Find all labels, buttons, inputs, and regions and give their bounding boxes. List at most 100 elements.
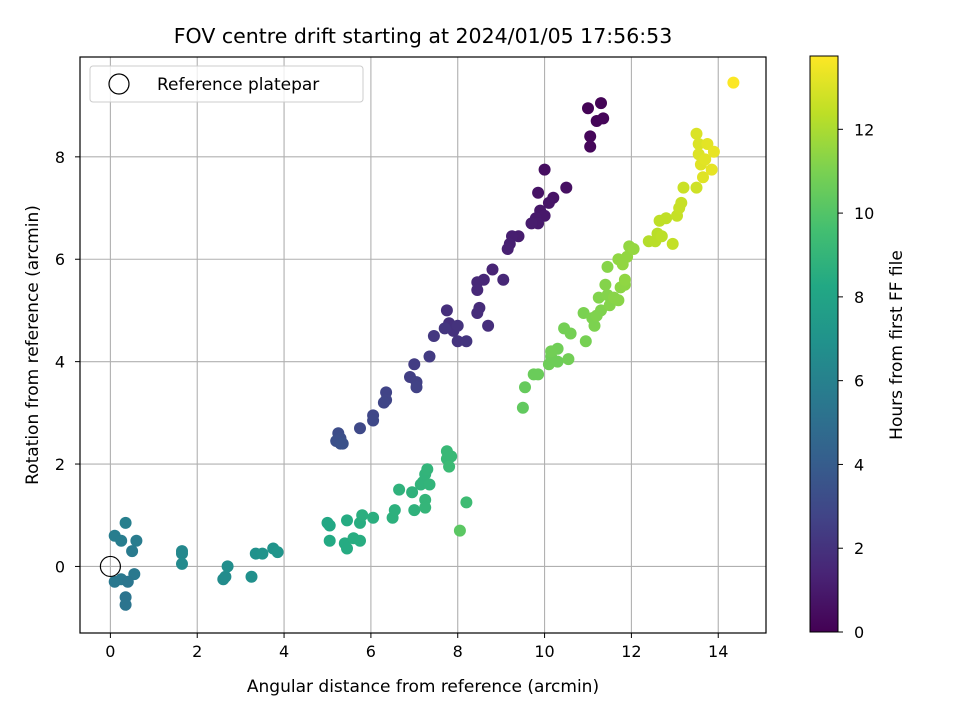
legend: Reference platepar <box>89 65 364 103</box>
scatter-point <box>354 422 366 435</box>
scatter-point <box>597 112 610 125</box>
scatter-point <box>356 509 369 522</box>
colorbar-tick-label: 10 <box>854 204 874 223</box>
scatter-point <box>176 547 188 560</box>
scatter-point <box>460 496 473 509</box>
scatter-point <box>451 319 464 332</box>
scatter-point <box>423 478 436 491</box>
chart-title: FOV centre drift starting at 2024/01/05 … <box>174 24 673 48</box>
scatter-point <box>564 327 577 340</box>
scatter-point <box>427 330 440 342</box>
scatter-point <box>453 524 466 537</box>
scatter-point <box>538 163 551 176</box>
scatter-point <box>618 273 631 286</box>
scatter-point <box>377 396 390 409</box>
scatter-point <box>410 381 423 394</box>
scatter-point <box>516 401 529 414</box>
scatter-point <box>115 534 128 547</box>
scatter-point <box>588 319 601 332</box>
scatter-point <box>542 196 555 209</box>
x-tick-label: 6 <box>366 642 376 661</box>
scatter-point <box>545 345 558 358</box>
scatter-point <box>341 514 353 527</box>
scatter-point <box>221 560 234 573</box>
scatter-point <box>443 460 456 473</box>
scatter-point <box>451 335 464 348</box>
x-axis-ticks: 0 2 4 6 8 10 12 14 <box>105 633 728 661</box>
legend-label: Reference platepar <box>157 75 319 95</box>
scatter-point <box>727 76 740 89</box>
scatter-point <box>119 516 132 529</box>
scatter-point <box>660 212 673 225</box>
scatter-point <box>599 278 612 291</box>
scatter-point <box>421 463 434 476</box>
scatter-point <box>176 557 188 570</box>
scatter-point <box>577 307 590 319</box>
reference-marker-layer <box>99 555 121 578</box>
scatter-point <box>705 163 718 176</box>
legend-open-circle-icon <box>108 73 130 95</box>
data-points <box>108 76 740 611</box>
scatter-point <box>119 598 132 611</box>
reference-platepar-marker <box>99 555 121 578</box>
scatter-point <box>582 102 594 115</box>
y-axis-ticks: 0 2 4 6 8 <box>55 148 80 576</box>
scatter-point <box>595 304 607 317</box>
scatter-point <box>121 575 134 588</box>
x-tick-label: 2 <box>192 642 202 661</box>
scatter-point <box>690 181 703 194</box>
scatter-point <box>551 355 564 368</box>
scatter-point <box>323 534 336 547</box>
scatter-point <box>579 335 592 348</box>
colorbar-label: Hours from first FF file <box>887 250 907 440</box>
scatter-point <box>393 483 406 496</box>
scatter-point <box>445 450 458 463</box>
scatter-point <box>367 511 380 524</box>
scatter-point <box>482 319 495 332</box>
scatter-point <box>690 127 703 140</box>
scatter-point <box>595 97 607 110</box>
x-tick-label: 8 <box>453 642 463 661</box>
scatter-point <box>692 138 705 150</box>
x-tick-label: 0 <box>105 642 115 661</box>
scatter-point <box>323 519 336 532</box>
scatter-point <box>697 171 709 184</box>
scatter-point <box>519 381 531 394</box>
scatter-point <box>440 304 453 317</box>
scatter-point <box>367 414 380 427</box>
scatter-point <box>336 437 349 450</box>
scatter-point <box>666 237 679 250</box>
y-tick-label: 2 <box>55 455 65 474</box>
scatter-point <box>408 504 421 517</box>
y-tick-label: 8 <box>55 148 65 167</box>
y-axis-label: Rotation from reference (arcmin) <box>23 205 43 485</box>
scatter-point <box>707 145 720 158</box>
scatter-point <box>612 294 625 307</box>
scatter-point <box>601 260 614 273</box>
y-tick-label: 4 <box>55 353 65 372</box>
scatter-point <box>471 307 484 319</box>
scatter-point <box>438 322 451 335</box>
scatter-point <box>486 263 499 276</box>
scatter-point <box>525 217 538 230</box>
scatter-point <box>126 545 139 558</box>
scatter-point <box>616 258 629 271</box>
x-tick-label: 12 <box>621 642 641 661</box>
colorbar-tick-label: 0 <box>854 623 864 642</box>
colorbar-ticks: 0 2 4 6 8 10 12 <box>838 120 874 642</box>
scatter-point <box>471 284 484 296</box>
scatter-point <box>219 570 232 583</box>
scatter-point <box>497 273 510 286</box>
scatter-point <box>408 358 421 371</box>
y-tick-label: 0 <box>55 557 65 576</box>
legend-box <box>89 65 364 103</box>
y-tick-label: 6 <box>55 250 65 269</box>
scatter-point <box>406 486 419 499</box>
scatter-point <box>354 534 366 547</box>
colorbar-tick-label: 12 <box>854 120 874 139</box>
colorbar-tick-label: 6 <box>854 372 864 391</box>
scatter-point <box>584 140 597 153</box>
scatter-point <box>130 534 143 547</box>
